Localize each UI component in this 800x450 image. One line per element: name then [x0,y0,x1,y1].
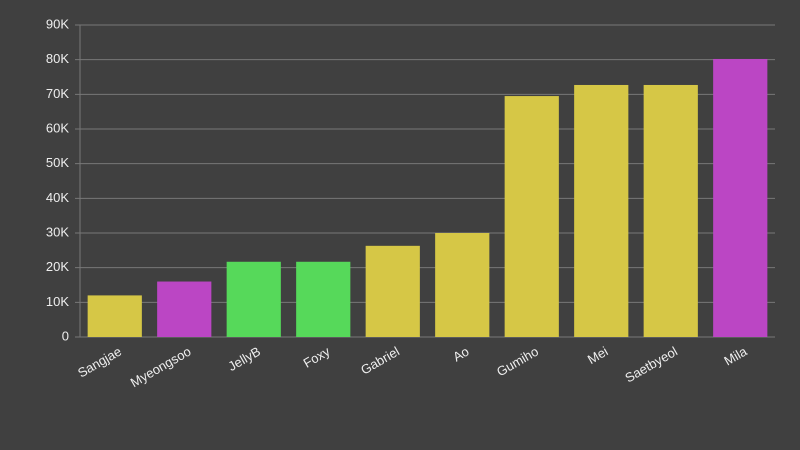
bar [226,261,281,337]
y-tick-label: 80K [46,51,69,66]
x-tick-label: Ao [450,344,471,365]
bar [365,245,420,337]
bar [643,84,698,338]
bar [504,96,559,337]
y-tick-label: 0 [62,328,69,343]
x-tick-label: Gabriel [358,344,402,378]
y-tick-label: 60K [46,120,69,135]
x-tick-label: Foxy [301,343,333,370]
y-tick-label: 70K [46,86,69,101]
y-tick-label: 20K [46,259,69,274]
bar [296,261,351,337]
y-tick-label: 90K [46,16,69,31]
x-tick-label: Sangjae [75,344,124,381]
bar [157,281,212,337]
y-tick-label: 40K [46,190,69,205]
x-tick-label: JellyB [225,344,263,374]
y-tick-label: 10K [46,294,69,309]
bar [435,233,490,337]
x-tick-label: Mei [585,344,611,368]
bar [574,84,629,338]
y-tick-label: 50K [46,155,69,170]
x-tick-label: Saetbyeol [622,344,680,386]
y-tick-label: 30K [46,224,69,239]
x-tick-label: Mila [721,343,750,368]
x-tick-label: Myeongsoo [128,344,194,391]
bar [87,295,142,337]
bar [713,58,768,338]
x-tick-label: Gumiho [494,344,541,380]
